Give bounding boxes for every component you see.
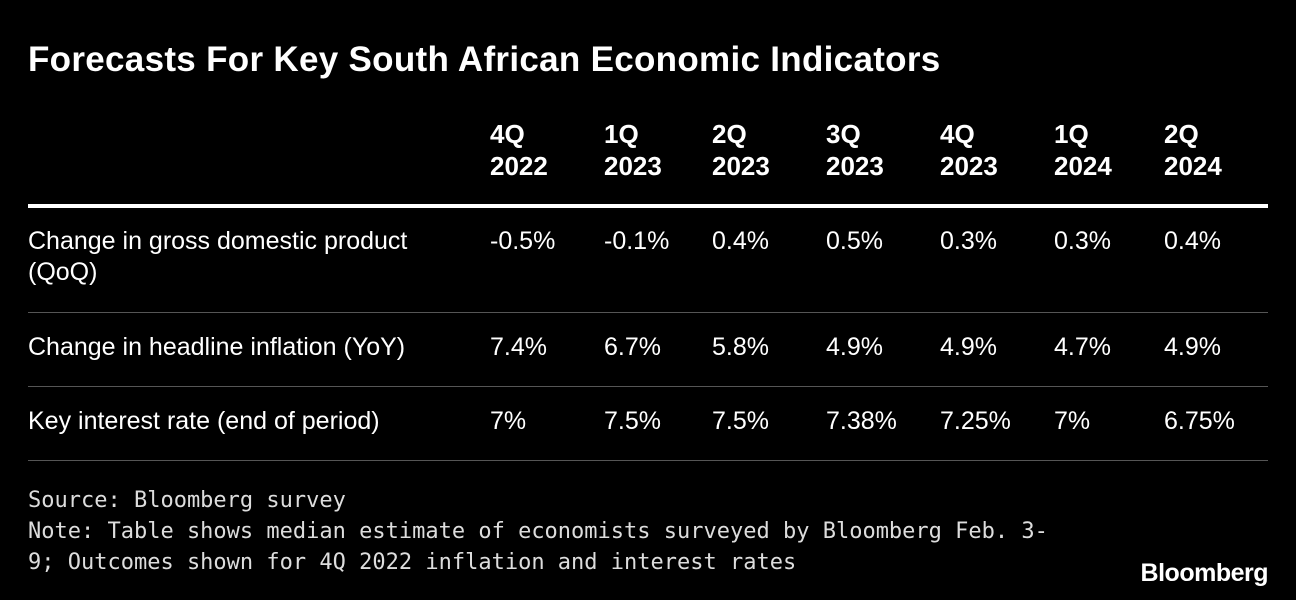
footer: Source: Bloomberg survey Note: Table sho… [28, 485, 1068, 578]
column-header: 2Q 2023 [712, 118, 770, 182]
cell: 7.38% [826, 407, 897, 435]
row-separator [28, 312, 1268, 313]
column-header-line: 2023 [940, 151, 998, 181]
column-header-line: 2024 [1164, 151, 1222, 181]
cell: 0.5% [826, 227, 883, 255]
logo: Bloomberg [1140, 559, 1269, 587]
note: Note: Table shows median estimate of eco… [28, 519, 1048, 575]
row-separator [28, 460, 1268, 461]
column-header: 4Q 2023 [940, 118, 998, 182]
row-label: Change in headline inflation (YoY) [28, 333, 406, 361]
cell: 5.8% [712, 333, 769, 361]
column-header-line: 1Q [1054, 119, 1089, 149]
cell: 4.9% [826, 333, 883, 361]
column-header-line: 2022 [490, 151, 548, 181]
column-header-line: 4Q [490, 119, 525, 149]
column-header: 3Q 2023 [826, 118, 884, 182]
cell: 6.75% [1164, 407, 1235, 435]
row-label: Change in gross domestic product (QoQ) [28, 227, 408, 286]
column-header: 4Q 2022 [490, 118, 548, 182]
column-header-line: 4Q [940, 119, 975, 149]
cell: 7.5% [712, 407, 769, 435]
column-header-line: 3Q [826, 119, 861, 149]
cell: 4.9% [940, 333, 997, 361]
cell: 7.4% [490, 333, 547, 361]
cell: 7% [490, 407, 527, 435]
cell: 7% [1054, 407, 1091, 435]
cell: 7.5% [604, 407, 661, 435]
cell: 0.4% [712, 227, 769, 255]
cell: -0.5% [490, 227, 556, 255]
column-header: 2Q 2024 [1164, 118, 1222, 182]
column-header-line: 2024 [1054, 151, 1112, 181]
column-header-line: 2023 [604, 151, 662, 181]
column-header-line: 2023 [826, 151, 884, 181]
cell: 0.4% [1164, 227, 1221, 255]
cell: -0.1% [604, 227, 670, 255]
cell: 6.7% [604, 333, 661, 361]
title: Forecasts For Key South African Economic… [28, 40, 941, 79]
cell: 4.7% [1054, 333, 1111, 361]
row-label: Key interest rate (end of period) [28, 407, 380, 435]
column-header-line: 2Q [1164, 119, 1199, 149]
cell: 0.3% [1054, 227, 1111, 255]
column-header-line: 2Q [712, 119, 747, 149]
source: Source: Bloomberg survey [28, 488, 346, 513]
column-header-line: 2023 [712, 151, 770, 181]
column-header-line: 1Q [604, 119, 639, 149]
cell: 4.9% [1164, 333, 1221, 361]
row-separator [28, 386, 1268, 387]
cell: 0.3% [940, 227, 997, 255]
cell: 7.25% [940, 407, 1011, 435]
column-header: 1Q 2024 [1054, 118, 1112, 182]
header-rule [28, 204, 1268, 208]
column-header: 1Q 2023 [604, 118, 662, 182]
